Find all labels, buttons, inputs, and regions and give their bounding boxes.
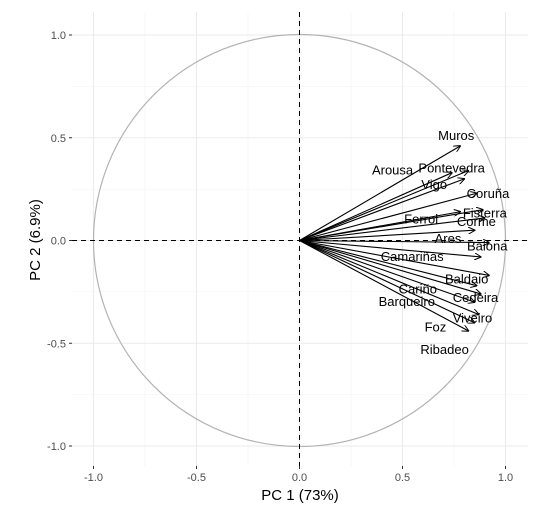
loading-arrow xyxy=(299,239,479,315)
variable-label: Baldaio xyxy=(445,271,488,286)
loading-arrow xyxy=(299,193,477,242)
x-tick-label: -1.0 xyxy=(84,472,103,484)
variable-label: Cedeira xyxy=(453,290,499,305)
y-axis-title: PC 2 (6.9%) xyxy=(27,199,44,281)
loading-arrow xyxy=(299,146,461,241)
loading-arrow xyxy=(299,241,490,243)
variable-label: Cariño xyxy=(399,282,437,297)
variable-label: Vigo xyxy=(421,177,447,192)
loading-arrow xyxy=(299,239,477,286)
loading-arrow xyxy=(299,239,481,257)
x-tick-label: -0.5 xyxy=(187,472,206,484)
variable-label: Corme xyxy=(457,214,496,229)
loading-arrow xyxy=(299,210,483,242)
y-tick-label: -1.0 xyxy=(47,441,66,453)
variable-label: Barqueiro xyxy=(379,294,435,309)
loading-arrow xyxy=(299,230,475,242)
x-tick-label: 0.5 xyxy=(395,472,410,484)
loading-arrow xyxy=(299,239,475,303)
y-axis-ticks: -1.0 -0.5 0.0 0.5 1.0 xyxy=(47,30,72,453)
variable-label: Muros xyxy=(438,128,475,143)
y-tick-label: -0.5 xyxy=(47,338,66,350)
variable-label: Pontevedra xyxy=(418,161,485,176)
variable-label: Foz xyxy=(425,320,447,335)
x-axis-title: PC 1 (73%) xyxy=(261,487,339,504)
variable-label: Viveiro xyxy=(453,310,493,325)
variable-label: Baiona xyxy=(467,239,508,254)
variable-label: Arousa xyxy=(372,163,414,178)
loading-arrow xyxy=(299,173,452,242)
loading-arrow xyxy=(299,240,475,323)
loading-arrows xyxy=(299,146,490,331)
y-tick-label: 0.0 xyxy=(51,236,66,248)
variable-label: Ares xyxy=(435,231,462,246)
variable-label: Fisterra xyxy=(463,206,508,221)
variable-label: Coruña xyxy=(467,186,510,201)
loading-arrow xyxy=(299,218,485,242)
loading-arrow xyxy=(299,240,469,331)
y-tick-label: 0.5 xyxy=(51,133,66,145)
x-tick-label: 0.0 xyxy=(292,472,307,484)
loading-arrow xyxy=(299,239,481,294)
variable-label: Ferrol xyxy=(404,212,438,227)
loading-arrow xyxy=(299,171,469,242)
x-axis-ticks: -1.0 -0.5 0.0 0.5 1.0 xyxy=(84,466,513,484)
loading-arrow xyxy=(299,239,490,276)
loading-arrow xyxy=(299,179,465,242)
variable-label: Ribadeo xyxy=(420,342,468,357)
y-tick-label: 1.0 xyxy=(51,30,66,42)
x-tick-label: 1.0 xyxy=(498,472,513,484)
variable-label: Camariñas xyxy=(381,249,444,264)
